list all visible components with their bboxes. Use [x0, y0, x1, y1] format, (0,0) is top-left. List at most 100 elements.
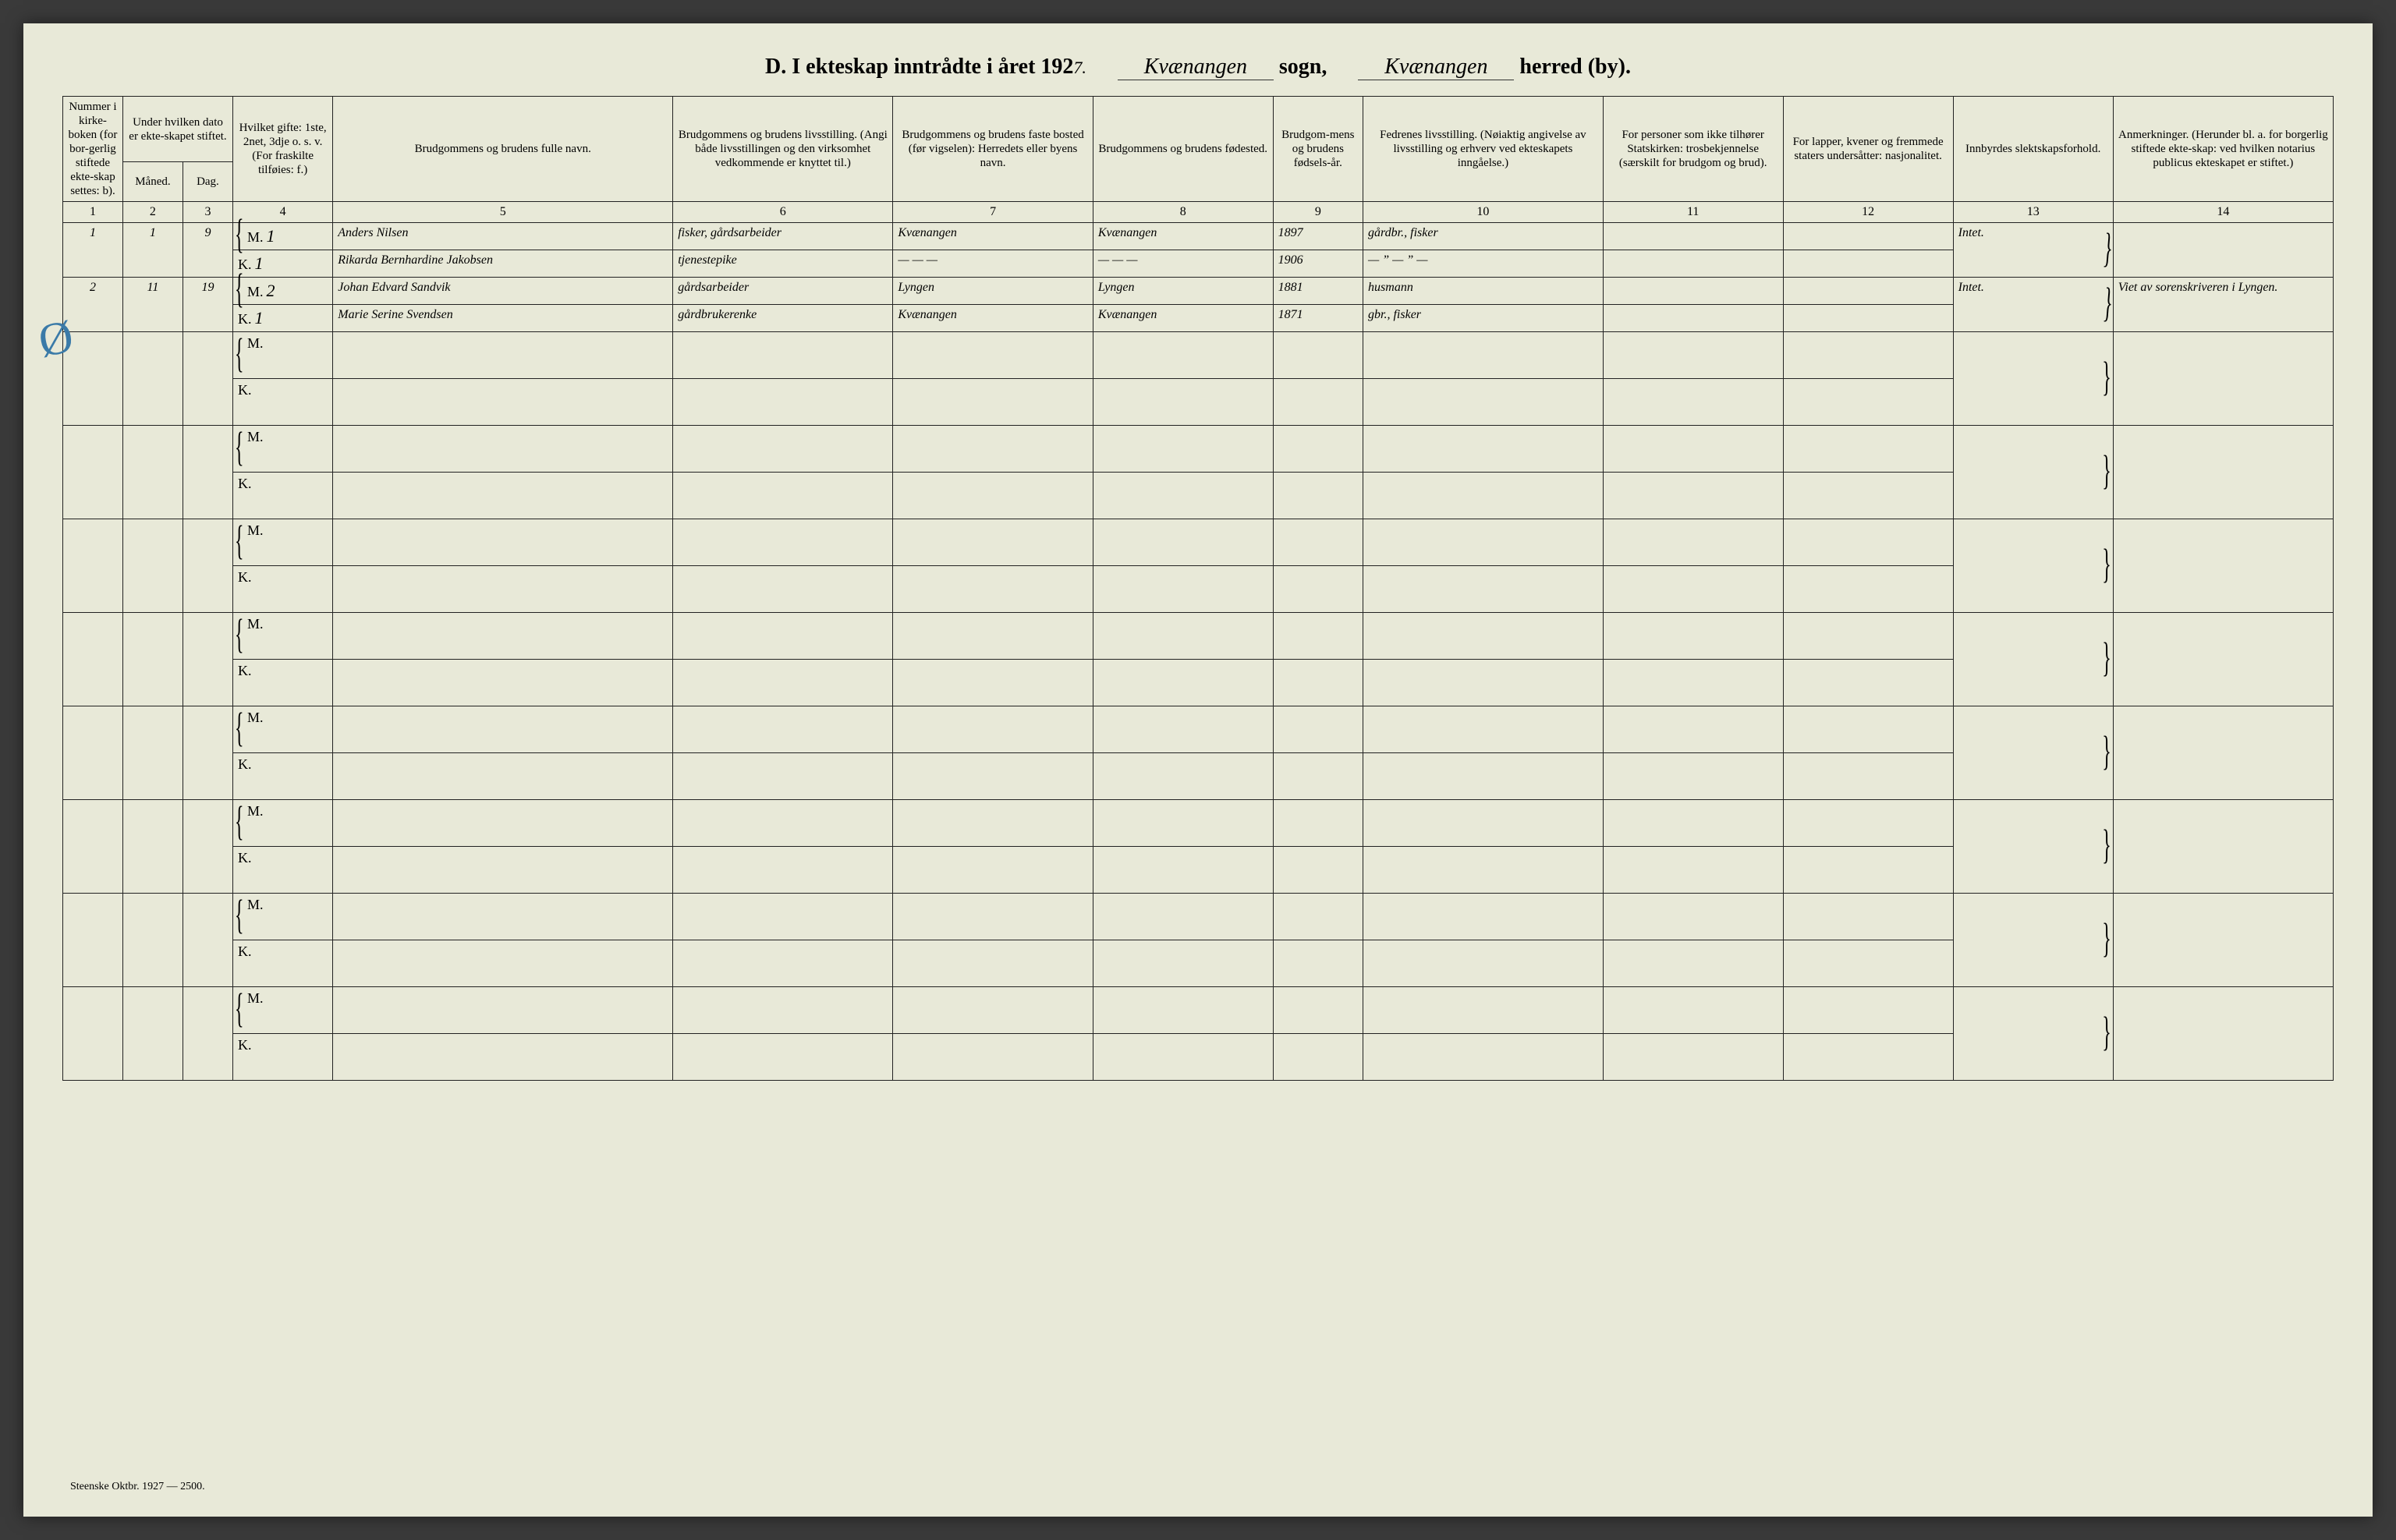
nasj-k	[1783, 566, 1953, 613]
mk-k: K.	[238, 943, 252, 959]
aar-m	[1273, 800, 1363, 847]
name-m	[333, 987, 673, 1034]
gifte-m: 1	[267, 226, 275, 246]
name-m: Johan Edvard Sandvik	[333, 278, 673, 305]
title-prefix-text: D. I ekteskap inntrådte i året 192	[765, 55, 1073, 79]
fodested-m	[1093, 894, 1273, 940]
nasj-m	[1783, 223, 1953, 250]
fodested-k	[1093, 473, 1273, 519]
tros-k	[1603, 1034, 1783, 1081]
colnum-2: 2	[122, 202, 183, 223]
fedre-m	[1363, 800, 1604, 847]
table-row: M.	[63, 706, 2334, 753]
entry-month	[122, 519, 183, 613]
anm	[2113, 223, 2333, 278]
bosted-k: Kvænangen	[893, 305, 1093, 332]
entry-number	[63, 894, 123, 987]
aar-m: 1881	[1273, 278, 1363, 305]
anm	[2113, 332, 2333, 426]
herred-value: Kvænangen	[1358, 55, 1514, 80]
table-row: M.	[63, 426, 2334, 473]
fodested-k	[1093, 660, 1273, 706]
name-m	[333, 894, 673, 940]
colnum-6: 6	[673, 202, 893, 223]
tros-m	[1603, 332, 1783, 379]
aar-m	[1273, 519, 1363, 566]
nasj-k	[1783, 660, 1953, 706]
tros-k	[1603, 566, 1783, 613]
stilling-k	[673, 1034, 893, 1081]
mk-k: K.	[238, 476, 252, 491]
name-m: Anders Nilsen	[333, 223, 673, 250]
mk-m: M.	[247, 229, 264, 245]
entry-day	[183, 426, 232, 519]
anm	[2113, 800, 2333, 894]
colnum-11: 11	[1603, 202, 1783, 223]
colnum-1: 1	[63, 202, 123, 223]
mk-k: K.	[238, 756, 252, 772]
table-row: M.	[63, 332, 2334, 379]
fedre-k	[1363, 660, 1604, 706]
title-year-suffix: 7.	[1073, 58, 1086, 77]
colnum-9: 9	[1273, 202, 1363, 223]
stilling-m	[673, 800, 893, 847]
stilling-k	[673, 379, 893, 426]
entry-month: 1	[122, 223, 183, 278]
aar-m: 1897	[1273, 223, 1363, 250]
name-m	[333, 613, 673, 660]
fedre-m	[1363, 706, 1604, 753]
tros-k	[1603, 753, 1783, 800]
fodested-k: Kvænangen	[1093, 305, 1273, 332]
title-row: D. I ekteskap inntrådte i året 1927. Kvæ…	[62, 55, 2334, 80]
aar-k	[1273, 940, 1363, 987]
slekt	[1953, 800, 2113, 894]
aar-m	[1273, 987, 1363, 1034]
aar-m	[1273, 332, 1363, 379]
gifte-m: 2	[267, 281, 275, 300]
fedre-k	[1363, 940, 1604, 987]
colnum-5: 5	[333, 202, 673, 223]
tros-k	[1603, 379, 1783, 426]
aar-k	[1273, 473, 1363, 519]
aar-m	[1273, 426, 1363, 473]
tros-m	[1603, 519, 1783, 566]
aar-k	[1273, 1034, 1363, 1081]
fodested-m: Lyngen	[1093, 278, 1273, 305]
name-m	[333, 426, 673, 473]
gifte-cell-k: K.	[233, 660, 333, 706]
slekt	[1953, 706, 2113, 800]
fodested-k	[1093, 940, 1273, 987]
mk-k: K.	[238, 663, 252, 678]
slekt	[1953, 332, 2113, 426]
entry-month: 11	[122, 278, 183, 332]
gifte-k: 1	[255, 308, 264, 327]
printer-footer: Steenske Oktbr. 1927 — 2500.	[70, 1481, 205, 1493]
herred-label: herred (by).	[1519, 55, 1631, 79]
gifte-cell: M.	[233, 426, 333, 473]
fodested-m	[1093, 613, 1273, 660]
gifte-k: 1	[255, 253, 264, 273]
nasj-m	[1783, 426, 1953, 473]
nasj-k	[1783, 1034, 1953, 1081]
entry-number	[63, 706, 123, 800]
aar-k: 1871	[1273, 305, 1363, 332]
bosted-m: Kvænangen	[893, 223, 1093, 250]
bosted-m	[893, 800, 1093, 847]
tros-m	[1603, 278, 1783, 305]
gifte-cell-k: K.	[233, 847, 333, 894]
tros-m	[1603, 613, 1783, 660]
fedre-m	[1363, 426, 1604, 473]
aar-m	[1273, 706, 1363, 753]
entry-month	[122, 332, 183, 426]
sogn-label: sogn,	[1279, 55, 1327, 79]
name-k	[333, 847, 673, 894]
entry-number: 1	[63, 223, 123, 278]
stilling-k	[673, 847, 893, 894]
mk-k: K.	[238, 1037, 252, 1053]
nasj-k	[1783, 940, 1953, 987]
stilling-m	[673, 706, 893, 753]
gifte-cell-k: K.	[233, 473, 333, 519]
nasj-m	[1783, 987, 1953, 1034]
stilling-m	[673, 519, 893, 566]
slekt	[1953, 613, 2113, 706]
